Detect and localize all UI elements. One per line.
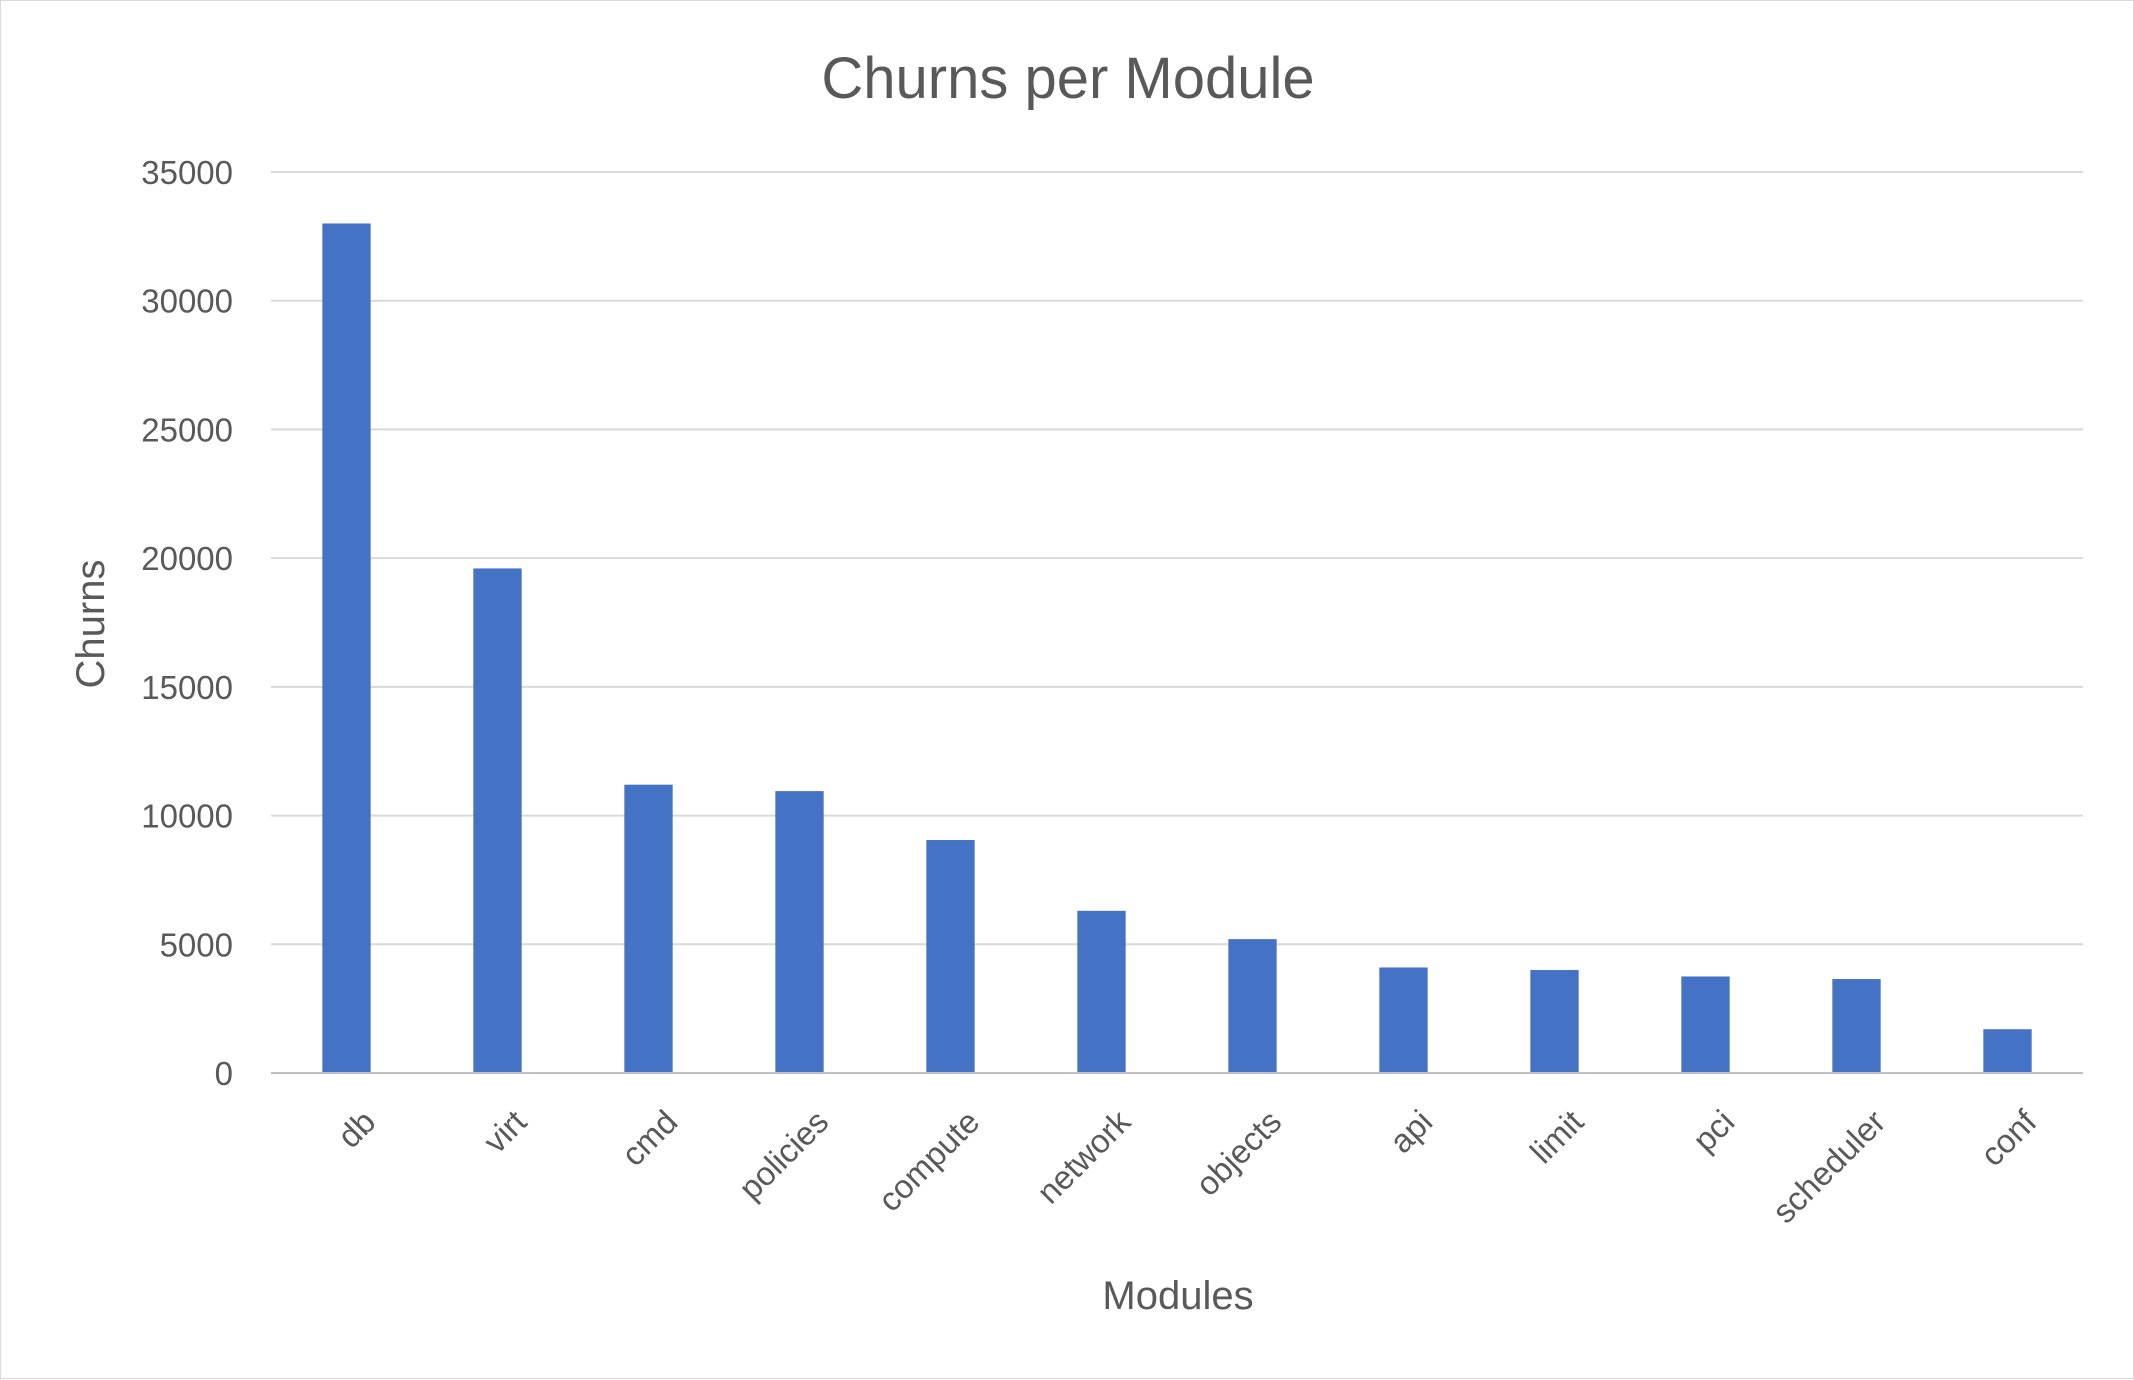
x-tick-label-compute: compute xyxy=(871,1103,987,1219)
x-tick-label-db: db xyxy=(330,1103,382,1155)
chart-title: Churns per Module xyxy=(821,46,1314,111)
bar-cmd xyxy=(624,784,673,1073)
y-tick-label: 0 xyxy=(215,1055,233,1092)
bar-policies xyxy=(775,791,824,1073)
x-tick-label-virt: virt xyxy=(476,1103,533,1160)
bar-conf xyxy=(1983,1029,2032,1073)
x-axis-title: Modules xyxy=(1102,1274,1253,1318)
x-tick-label-network: network xyxy=(1030,1102,1138,1210)
y-tick-label: 15000 xyxy=(141,669,233,706)
y-tick-label: 20000 xyxy=(141,540,233,577)
x-tick-label-conf: conf xyxy=(1973,1102,2044,1173)
bar-api xyxy=(1379,967,1428,1073)
bar-virt xyxy=(473,568,522,1073)
bar-compute xyxy=(926,840,975,1073)
bar-limit xyxy=(1530,970,1579,1073)
y-axis-title: Churns xyxy=(69,560,113,689)
bar-db xyxy=(322,223,371,1073)
x-tick-label-objects: objects xyxy=(1188,1103,1288,1203)
bars xyxy=(322,223,2032,1073)
bar-objects xyxy=(1228,939,1277,1073)
bar-scheduler xyxy=(1832,979,1881,1073)
y-tick-label: 30000 xyxy=(141,283,233,320)
x-tick-label-policies: policies xyxy=(731,1103,835,1207)
y-axis-ticks: 0 5000 10000 15000 20000 25000 30000 35000 xyxy=(141,154,233,1092)
y-tick-label: 10000 xyxy=(141,798,233,835)
x-tick-label-limit: limit xyxy=(1523,1103,1591,1171)
x-tick-label-api: api xyxy=(1382,1103,1439,1160)
bar-network xyxy=(1077,910,1126,1073)
x-tick-label-cmd: cmd xyxy=(614,1103,684,1173)
gridlines xyxy=(271,171,2083,946)
bar-pci xyxy=(1681,976,1730,1073)
y-tick-label: 25000 xyxy=(141,411,233,448)
x-tick-label-scheduler: scheduler xyxy=(1765,1103,1892,1230)
y-tick-label: 35000 xyxy=(141,154,233,191)
x-tick-label-pci: pci xyxy=(1685,1103,1741,1159)
x-axis-labels: db virt cmd policies compute network objects ap… xyxy=(330,1102,2044,1230)
y-tick-label: 5000 xyxy=(160,926,233,963)
